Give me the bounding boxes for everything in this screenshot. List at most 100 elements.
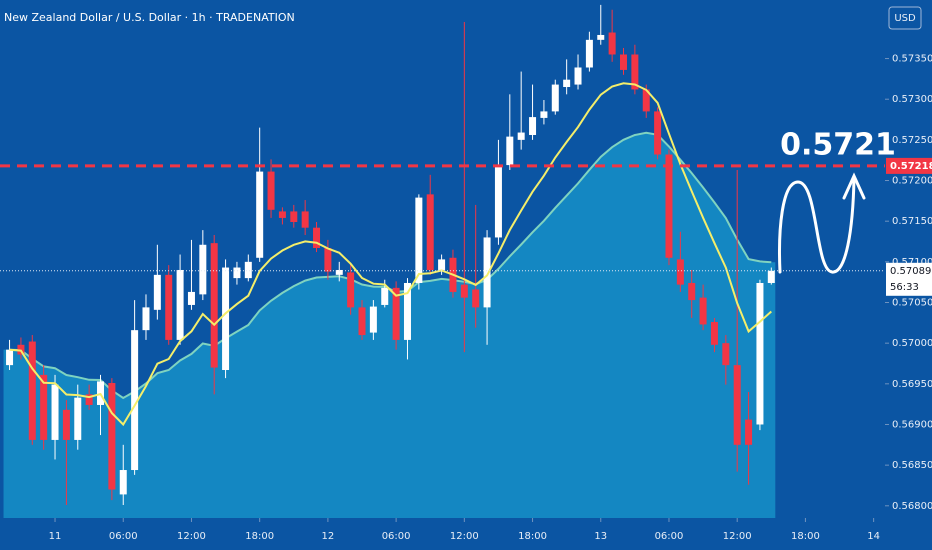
candle-body (335, 269, 343, 275)
x-tick-label: 06:00 (109, 531, 138, 542)
candle-body (756, 282, 764, 425)
annotation: 0.5721 (780, 128, 896, 163)
candle-body (676, 259, 684, 285)
candle-body (244, 261, 252, 279)
arrow-curve (778, 176, 856, 274)
y-tick-label: 0.57100 (892, 257, 932, 268)
last-price-label: 0.57089 (890, 266, 931, 277)
x-tick-label: 12:00 (723, 531, 752, 542)
candle-body (563, 79, 571, 88)
y-tick-label: 0.56850 (892, 460, 932, 471)
candle-body (313, 227, 321, 249)
candle-body (6, 349, 14, 366)
candle-body (119, 470, 127, 495)
candle-body (733, 365, 741, 445)
last-price-box (886, 262, 932, 296)
candle-body (620, 54, 628, 70)
level-label: 0.57218 (890, 161, 932, 172)
axis-layer: 0.56800 0.56850 0.56900 0.56950 0.57000 0.570… (49, 54, 932, 542)
x-tick-label: 12 (322, 531, 335, 542)
arrow-head (842, 172, 866, 200)
x-tick-label: 12:00 (450, 531, 479, 542)
candle-body (665, 154, 673, 258)
candle-layer (6, 4, 775, 505)
candle-body (108, 383, 116, 490)
candle-body (392, 287, 400, 340)
x-tick-label: 13 (594, 531, 607, 542)
candle-body (233, 267, 241, 279)
x-tick-label: 14 (867, 531, 880, 542)
candle-body (767, 270, 775, 283)
candle-body (256, 171, 264, 258)
candle-body (142, 307, 150, 331)
candle-body (278, 211, 286, 218)
ma-area (3, 132, 776, 519)
candle-body (199, 244, 207, 295)
candle-body (85, 394, 93, 405)
candle-body (551, 84, 559, 112)
y-tick-label: 0.57300 (892, 94, 932, 105)
candle-body (222, 267, 230, 370)
candle-body (28, 341, 36, 440)
candle-body (483, 237, 491, 308)
arrow-drawing (778, 172, 866, 274)
countdown-label: 56:33 (890, 282, 919, 293)
currency-button[interactable] (888, 6, 922, 30)
x-tick-label: 12:00 (177, 531, 206, 542)
candle-body (324, 248, 332, 272)
y-tick-label: 0.57200 (892, 176, 932, 187)
candle-body (176, 269, 184, 340)
candle-body (301, 211, 309, 228)
candle-body (472, 289, 480, 308)
candle-body (381, 287, 389, 305)
overlay-layer: 0.57218 0.57089 56:33 (0, 157, 932, 296)
candle-body (585, 39, 593, 68)
candle-body (187, 291, 195, 305)
candle-body (210, 243, 218, 368)
candle-body (358, 307, 366, 336)
candle-body (403, 282, 411, 340)
x-tick-label: 18:00 (791, 531, 820, 542)
x-tick-label: 18:00 (245, 531, 274, 542)
x-tick-label: 18:00 (518, 531, 547, 542)
x-tick-label: 06:00 (655, 531, 684, 542)
candle-body (517, 132, 525, 140)
candle-body (153, 274, 161, 310)
candle-body (62, 409, 70, 440)
candle-body (710, 322, 718, 345)
candle-body (608, 32, 616, 55)
x-tick-label: 06:00 (382, 531, 411, 542)
x-tick-label: 11 (49, 531, 62, 542)
y-tick-label: 0.57150 (892, 216, 932, 227)
candle-body (597, 34, 605, 40)
candle-body (131, 330, 139, 471)
candle-body (745, 419, 753, 445)
y-tick-label: 0.57050 (892, 298, 932, 309)
y-tick-label: 0.56800 (892, 501, 932, 512)
candle-body (506, 136, 514, 166)
candle-body (438, 259, 446, 270)
candle-body (699, 297, 707, 325)
candle-body (494, 165, 502, 238)
candle-body (642, 89, 650, 112)
y-tick-label: 0.57250 (892, 135, 932, 146)
y-tick-label: 0.56950 (892, 379, 932, 390)
candle-body (415, 197, 423, 283)
currency-label[interactable]: USD (894, 13, 916, 24)
candle-body (51, 384, 59, 440)
candle-body (529, 117, 537, 135)
candle-body (40, 374, 48, 440)
candle-body (267, 171, 275, 210)
candle-body (722, 343, 730, 366)
y-tick-label: 0.57000 (892, 338, 932, 349)
candle-body (74, 397, 82, 440)
chart-title: New Zealand Dollar / U.S. Dollar · 1h · … (4, 11, 295, 24)
candle-body (165, 274, 173, 340)
candle-body (347, 272, 355, 308)
candle-body (654, 111, 662, 155)
candle-body (290, 211, 298, 222)
candle-body (631, 54, 639, 90)
y-tick-label: 0.56900 (892, 419, 932, 430)
ma-fast-line (9, 82, 772, 427)
